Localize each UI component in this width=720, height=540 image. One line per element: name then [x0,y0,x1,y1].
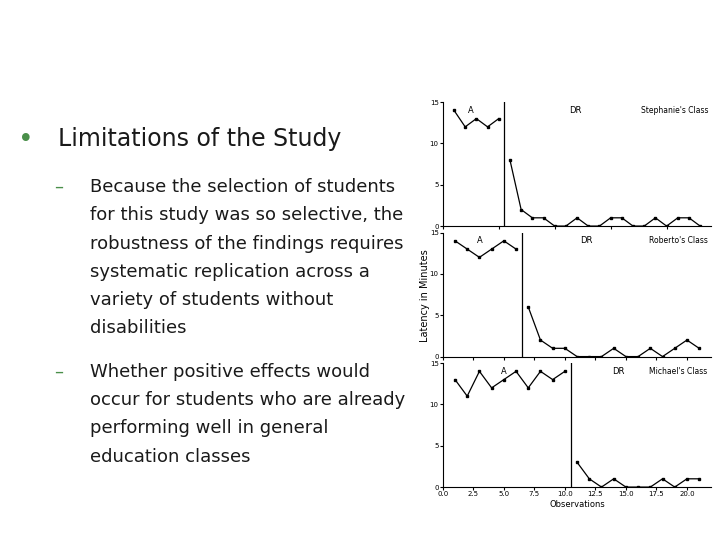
Text: performing well in general: performing well in general [90,420,328,437]
Text: Stephanie's Class: Stephanie's Class [641,106,708,115]
Text: ✱: ✱ [18,506,35,525]
Text: occur for students who are already: occur for students who are already [90,391,405,409]
Text: 8-4 Multiple Baseline Across Settings (2 of: 8-4 Multiple Baseline Across Settings (2… [26,21,694,49]
Text: DR: DR [569,106,581,115]
Text: Roberto's Class: Roberto's Class [649,237,708,245]
Text: A: A [501,367,507,376]
Text: Michael's Class: Michael's Class [649,367,708,376]
Text: –: – [54,178,63,196]
Text: 2): 2) [344,64,376,92]
Text: •: • [18,127,34,153]
Text: robustness of the findings requires: robustness of the findings requires [90,234,403,253]
Text: for this study was so selective, the: for this study was so selective, the [90,206,403,225]
Text: DR: DR [612,367,624,376]
Text: Whether positive effects would: Whether positive effects would [90,363,370,381]
Text: CENGAGE: CENGAGE [47,509,121,523]
Text: disabilities: disabilities [90,319,186,337]
Text: education classes: education classes [90,448,251,465]
Text: variety of students without: variety of students without [90,291,333,309]
Text: © 2019 Cengage. All rights reserved.: © 2019 Cengage. All rights reserved. [243,509,477,522]
Text: Because the selection of students: Because the selection of students [90,178,395,196]
Text: Latency in Minutes: Latency in Minutes [420,249,430,342]
Text: –: – [54,363,63,381]
Text: A: A [477,237,482,245]
X-axis label: Observations: Observations [549,500,605,509]
Text: DR: DR [580,237,593,245]
Text: A: A [468,106,474,115]
Text: Limitations of the Study: Limitations of the Study [58,127,341,151]
Text: systematic replication across a: systematic replication across a [90,263,370,281]
